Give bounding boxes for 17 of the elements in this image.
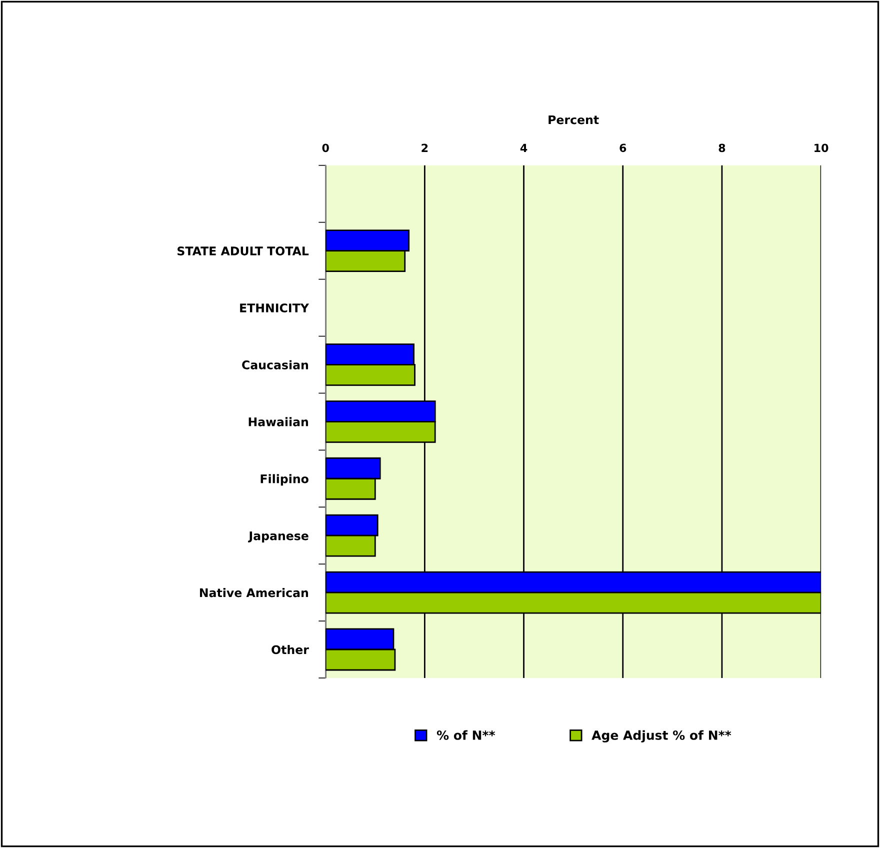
x-tick-label: 2 bbox=[422, 144, 428, 152]
x-tick-label: 8 bbox=[718, 144, 726, 152]
legend-label: Age Adjust % of N** bbox=[592, 730, 732, 742]
y-tick-label: ETHNICITY bbox=[240, 303, 310, 312]
y-tick-label: Hawaiian bbox=[248, 417, 308, 426]
y-tick-label: Other bbox=[272, 645, 309, 654]
x-axis-title: Percent bbox=[548, 115, 599, 124]
y-tick-label: Caucasian bbox=[242, 360, 308, 370]
x-tick-label: 4 bbox=[520, 144, 528, 152]
x-tick-label: 0 bbox=[322, 144, 329, 152]
y-tick-label: Filipino bbox=[260, 474, 308, 486]
x-tick-label: 10 bbox=[814, 144, 828, 152]
y-tick-label: Japanese bbox=[248, 531, 308, 543]
y-tick-label: STATE ADULT TOTAL bbox=[178, 246, 309, 256]
x-tick-label: 6 bbox=[620, 144, 626, 152]
legend-label: % of N** bbox=[436, 730, 496, 740]
y-tick-label: Native American bbox=[200, 588, 308, 598]
